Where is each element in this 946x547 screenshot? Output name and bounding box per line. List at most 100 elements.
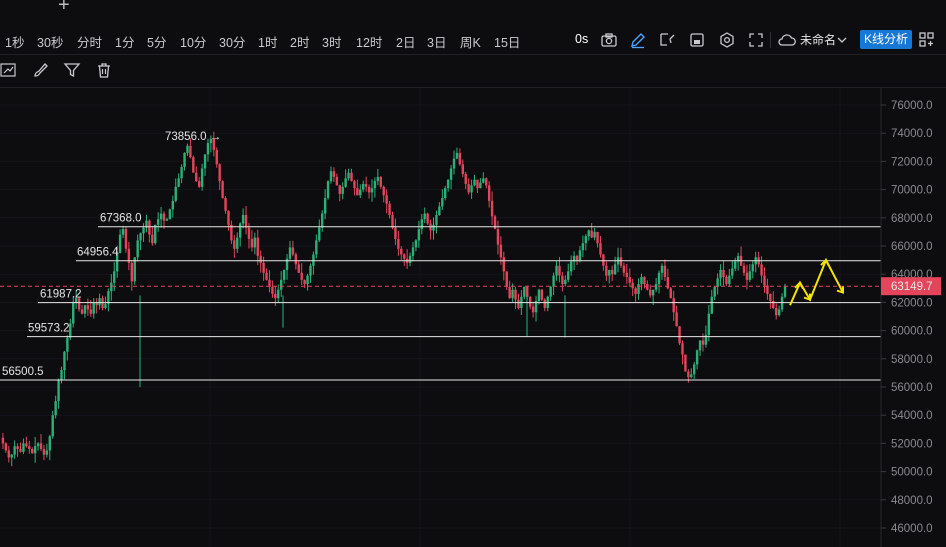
candle-body <box>613 264 617 275</box>
candle-body <box>118 234 122 254</box>
timeframe-0[interactable]: 1秒 <box>5 36 25 50</box>
candle-body <box>455 152 459 159</box>
candle-body <box>540 289 544 300</box>
timeframe-3[interactable]: 1分 <box>115 36 135 50</box>
candle-body <box>508 286 511 299</box>
candle-body <box>526 286 529 297</box>
forecast-arrows <box>789 257 844 306</box>
candle-body <box>31 449 34 454</box>
filter-icon[interactable] <box>63 61 81 79</box>
candle-body <box>288 247 292 259</box>
candle-body <box>672 298 675 313</box>
candle-body <box>511 289 514 299</box>
candle-body <box>414 240 418 248</box>
candle-body <box>690 374 693 378</box>
trendline-tool-icon[interactable] <box>0 61 18 79</box>
candle-body <box>578 250 582 261</box>
settings-icon[interactable] <box>718 31 736 49</box>
candle-body <box>139 233 142 241</box>
price-level-label: 56500.5 <box>2 366 44 378</box>
candle-body <box>54 401 57 416</box>
timeframe-9[interactable]: 3时 <box>322 36 342 50</box>
candle-body <box>370 188 374 193</box>
timeframe-5[interactable]: 10分 <box>180 36 207 50</box>
toolbar-separator <box>770 32 771 48</box>
candle-body <box>25 443 28 447</box>
candle-body <box>212 138 216 151</box>
timeframe-10[interactable]: 12时 <box>356 36 383 50</box>
trash-icon[interactable] <box>95 61 113 79</box>
peak-label: 73856.0 → <box>165 131 221 143</box>
candle-body <box>567 271 570 280</box>
pencil-icon[interactable] <box>629 31 647 49</box>
drawing-tool-icon[interactable] <box>658 31 676 49</box>
brush-tool-icon[interactable] <box>32 61 50 79</box>
candle-body <box>180 167 183 179</box>
candle-body <box>531 306 535 313</box>
candle-body <box>482 178 485 183</box>
chevron-down-icon[interactable] <box>836 31 848 49</box>
chart-divider <box>0 87 946 88</box>
plus-icon[interactable]: + <box>58 0 70 16</box>
candle-body <box>192 157 195 173</box>
timeframe-6[interactable]: 30分 <box>219 36 246 50</box>
drawing-toolbar <box>0 58 946 84</box>
candle-body <box>315 240 318 255</box>
candle-body <box>218 164 221 182</box>
candle-body <box>397 238 400 249</box>
candle-body <box>403 254 406 259</box>
candle-body <box>734 261 737 269</box>
candle-body <box>171 200 175 210</box>
candlestick-series <box>1 131 787 467</box>
candle-body <box>274 293 277 299</box>
candle-body <box>154 224 157 244</box>
candle-body <box>435 214 438 225</box>
candle-body <box>549 286 552 297</box>
candle-body <box>742 265 746 273</box>
timeframe-2[interactable]: 分时 <box>77 36 103 50</box>
candle-body <box>564 279 567 285</box>
price-chart[interactable]: 67368.0 64956.4 61987.2 59573.2 56500.5 7600… <box>0 88 946 547</box>
price-level-label: 64956.4 <box>77 247 119 259</box>
candle-body <box>640 277 643 285</box>
template-icon[interactable] <box>688 31 706 49</box>
timeframe-11[interactable]: 2日 <box>396 36 416 50</box>
candle-body <box>156 219 160 225</box>
timeframe-12[interactable]: 3日 <box>427 36 447 50</box>
kline-analysis-button[interactable]: K线分析 <box>860 30 912 49</box>
timeframe-13[interactable]: 周K <box>460 36 481 50</box>
candle-body <box>174 186 177 201</box>
candle-body <box>631 282 634 289</box>
candle-body <box>769 293 772 301</box>
timeframe-8[interactable]: 2时 <box>290 36 310 50</box>
candle-body <box>236 237 239 249</box>
candle-body <box>244 214 248 228</box>
candle-body <box>654 284 658 290</box>
candle-body <box>605 265 608 276</box>
candle-body <box>719 269 722 279</box>
candle-body <box>42 449 46 455</box>
price-tick-label: 60000.0 <box>891 326 933 338</box>
camera-icon[interactable] <box>600 31 618 49</box>
cloud-icon[interactable] <box>777 31 797 49</box>
candle-body <box>748 271 752 280</box>
timeframe-4[interactable]: 5分 <box>147 36 167 50</box>
candle-body <box>297 264 300 273</box>
candle-body <box>725 277 728 285</box>
candle-body <box>780 296 784 310</box>
timeframe-14[interactable]: 15日 <box>494 36 521 50</box>
timeframe-1[interactable]: 30秒 <box>37 36 64 50</box>
fullscreen-icon[interactable] <box>747 31 765 49</box>
price-axis[interactable]: 76000.0 74000.0 72000.0 70000.0 68000.0 66000… <box>881 100 933 535</box>
timeframe-7[interactable]: 1时 <box>258 36 278 50</box>
candle-body <box>350 172 353 182</box>
candle-body <box>716 278 719 287</box>
add-icon[interactable] <box>918 31 936 49</box>
candle-body <box>332 171 336 177</box>
candle-body <box>4 443 8 451</box>
candle-body <box>86 305 90 310</box>
candle-body <box>279 279 283 290</box>
candle-body <box>362 183 365 190</box>
countdown-label: 0s <box>575 32 589 46</box>
workspace-name[interactable]: 未命名 <box>800 33 837 47</box>
